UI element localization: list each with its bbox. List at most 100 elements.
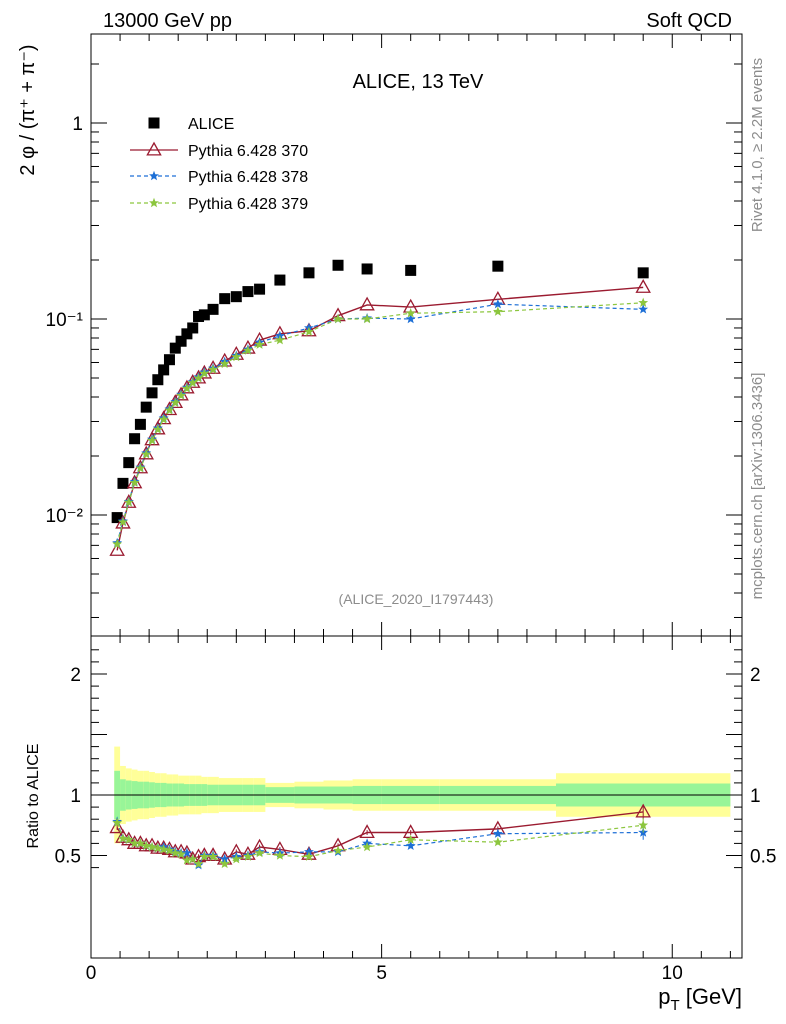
mcplots-label: mcplots.cern.ch [arXiv:1306.3436] <box>749 373 766 600</box>
alice-point <box>187 322 199 334</box>
legend-label-pythia-6-428-378: Pythia 6.428 378 <box>188 169 308 186</box>
alice-point <box>405 264 417 276</box>
pythia-6-428-379-point <box>208 364 219 374</box>
pythia-6-428-379-point <box>118 516 128 527</box>
x-tick-label: 5 <box>376 963 387 984</box>
pythia-6-428-370-point <box>228 346 245 360</box>
alice-point <box>134 418 146 430</box>
pythia-6-428-379-point <box>231 351 242 362</box>
ratio-y-tick-label: 0.5 <box>55 847 81 868</box>
alice-point <box>169 342 181 354</box>
pythia-6-428-379-point <box>193 373 204 383</box>
pythia-6-428-370-point <box>109 542 125 556</box>
pythia-6-428-378-line <box>116 303 644 544</box>
pythia-6-428-378-point <box>638 304 649 314</box>
pythia-6-428-379-ratio-point <box>304 851 314 861</box>
alice-point <box>332 259 344 271</box>
pythia-6-428-379-point <box>362 313 373 324</box>
pythia-6-428-379-point <box>158 414 169 424</box>
alice-point <box>152 374 164 386</box>
pythia-6-428-379-ratio-point <box>362 841 373 852</box>
pythia-6-428-379-point <box>123 497 134 507</box>
pythia-6-428-378-ratio-point <box>492 828 503 838</box>
ratio-y-tick-label: 1 <box>70 786 81 807</box>
alice-point <box>207 303 219 315</box>
pythia-6-428-379-ratio-point <box>187 853 198 864</box>
pythia-6-428-379-point <box>187 377 198 388</box>
pythia-6-428-379-point <box>176 390 187 400</box>
pythia-6-428-379-ratio-point <box>181 855 192 865</box>
pythia-6-428-379-ratio-point <box>129 838 140 848</box>
pythia-6-428-378-point <box>492 298 503 309</box>
pythia-6-428-379-ratio-point <box>123 834 134 844</box>
pythia-6-428-379-ratio-point <box>638 820 649 830</box>
pythia-6-428-379-ratio-point <box>112 817 123 828</box>
pythia-6-428-370-ratio-point <box>301 845 317 860</box>
pythia-6-428-370-point <box>115 514 131 529</box>
pythia-6-428-379-ratio-point <box>193 858 204 869</box>
legend-marker-pythia-6-428-378 <box>149 170 159 181</box>
alice-point <box>198 309 210 321</box>
alice-point <box>637 267 649 279</box>
pythia-6-428-378-ratio-point <box>181 847 192 858</box>
pythia-6-428-379-point <box>254 339 265 349</box>
alice-point <box>219 293 231 305</box>
pythia-6-428-370-point <box>359 296 375 311</box>
alice-point <box>123 457 135 469</box>
pythia-6-428-370-ratio-point <box>635 803 651 818</box>
main-panel: 1 10⁻¹ 10⁻² ALICE, 13 TeV (ALICE_2020_I179… <box>17 33 743 637</box>
pythia-6-428-379-ratio-point <box>405 834 416 844</box>
alice-point <box>181 328 193 340</box>
pythia-6-428-379-point <box>199 368 210 378</box>
y-tick-label: 10⁻² <box>46 506 84 527</box>
header-left-label: 13000 GeV pp <box>103 10 232 32</box>
alice-point <box>158 364 170 376</box>
legend-label-alice: ALICE <box>188 116 234 133</box>
pythia-6-428-379-point <box>405 308 416 318</box>
alice-point <box>303 267 315 279</box>
legend-label-pythia-6-428-370: Pythia 6.428 370 <box>188 143 308 160</box>
pythia-6-428-379-ratio-point <box>141 840 152 851</box>
alice-point <box>175 335 187 347</box>
pythia-6-428-379-point <box>129 477 140 487</box>
pythia-6-428-370-ratio-point <box>359 824 375 839</box>
ratio-y-tick-label-right: 2 <box>750 665 761 686</box>
alice-point <box>117 477 129 489</box>
pythia-6-428-379-point <box>112 538 123 549</box>
pythia-6-428-379-point <box>135 463 146 473</box>
pythia-6-428-378-ratio-point <box>219 853 230 864</box>
ratio-y-tick-label-right: 0.5 <box>750 847 776 868</box>
rivet-version-label: Rivet 4.1.0, ≥ 2.2M events <box>749 58 766 232</box>
pythia-6-428-379-point <box>170 397 181 408</box>
pythia-6-428-379-ratio-point <box>274 850 285 860</box>
pythia-6-428-379-ratio-point <box>118 833 128 843</box>
y-tick-label: 1 <box>72 114 83 135</box>
ratio-y-tick-label: 2 <box>70 665 81 686</box>
watermark-label: (ALICE_2020_I1797443) <box>339 591 494 607</box>
pythia-6-428-379-ratio-point <box>158 844 169 854</box>
pythia-6-428-379-ratio-point <box>176 849 187 859</box>
pythia-6-428-378-point <box>405 313 416 324</box>
pythia-6-428-379-ratio-point <box>333 845 343 855</box>
alice-point <box>146 387 158 399</box>
pythia-6-428-379-point <box>219 358 230 369</box>
alice-point <box>140 401 152 413</box>
ratio-frame <box>90 635 743 959</box>
legend-marker-pythia-6-428-379 <box>149 197 159 208</box>
alice-point <box>163 354 175 366</box>
pythia-6-428-379-ratio-point <box>492 836 503 847</box>
pythia-6-428-370-ratio-line <box>116 811 644 860</box>
pythia-6-428-379-point <box>492 306 503 316</box>
alice-point <box>111 512 123 524</box>
pythia-6-428-378-ratio-line <box>116 821 644 867</box>
pythia-6-428-379-point <box>147 435 157 445</box>
legend: ALICE Pythia 6.428 370 Pythia 6.428 378 Pyt… <box>130 116 308 213</box>
pythia-6-428-379-ratio-point <box>152 843 163 853</box>
pythia-6-428-379-ratio-point <box>231 853 242 864</box>
ratio-panel: 2 2 1 1 0.5 0.5 0 5 10 Ratio to ALICE pT [GeV] <box>25 635 776 1014</box>
header-right-label: Soft QCD <box>646 10 732 32</box>
pythia-6-428-379-point <box>141 449 152 459</box>
pythia-6-428-379-ratio-point <box>170 847 181 858</box>
x-tick-label: 10 <box>662 963 683 984</box>
